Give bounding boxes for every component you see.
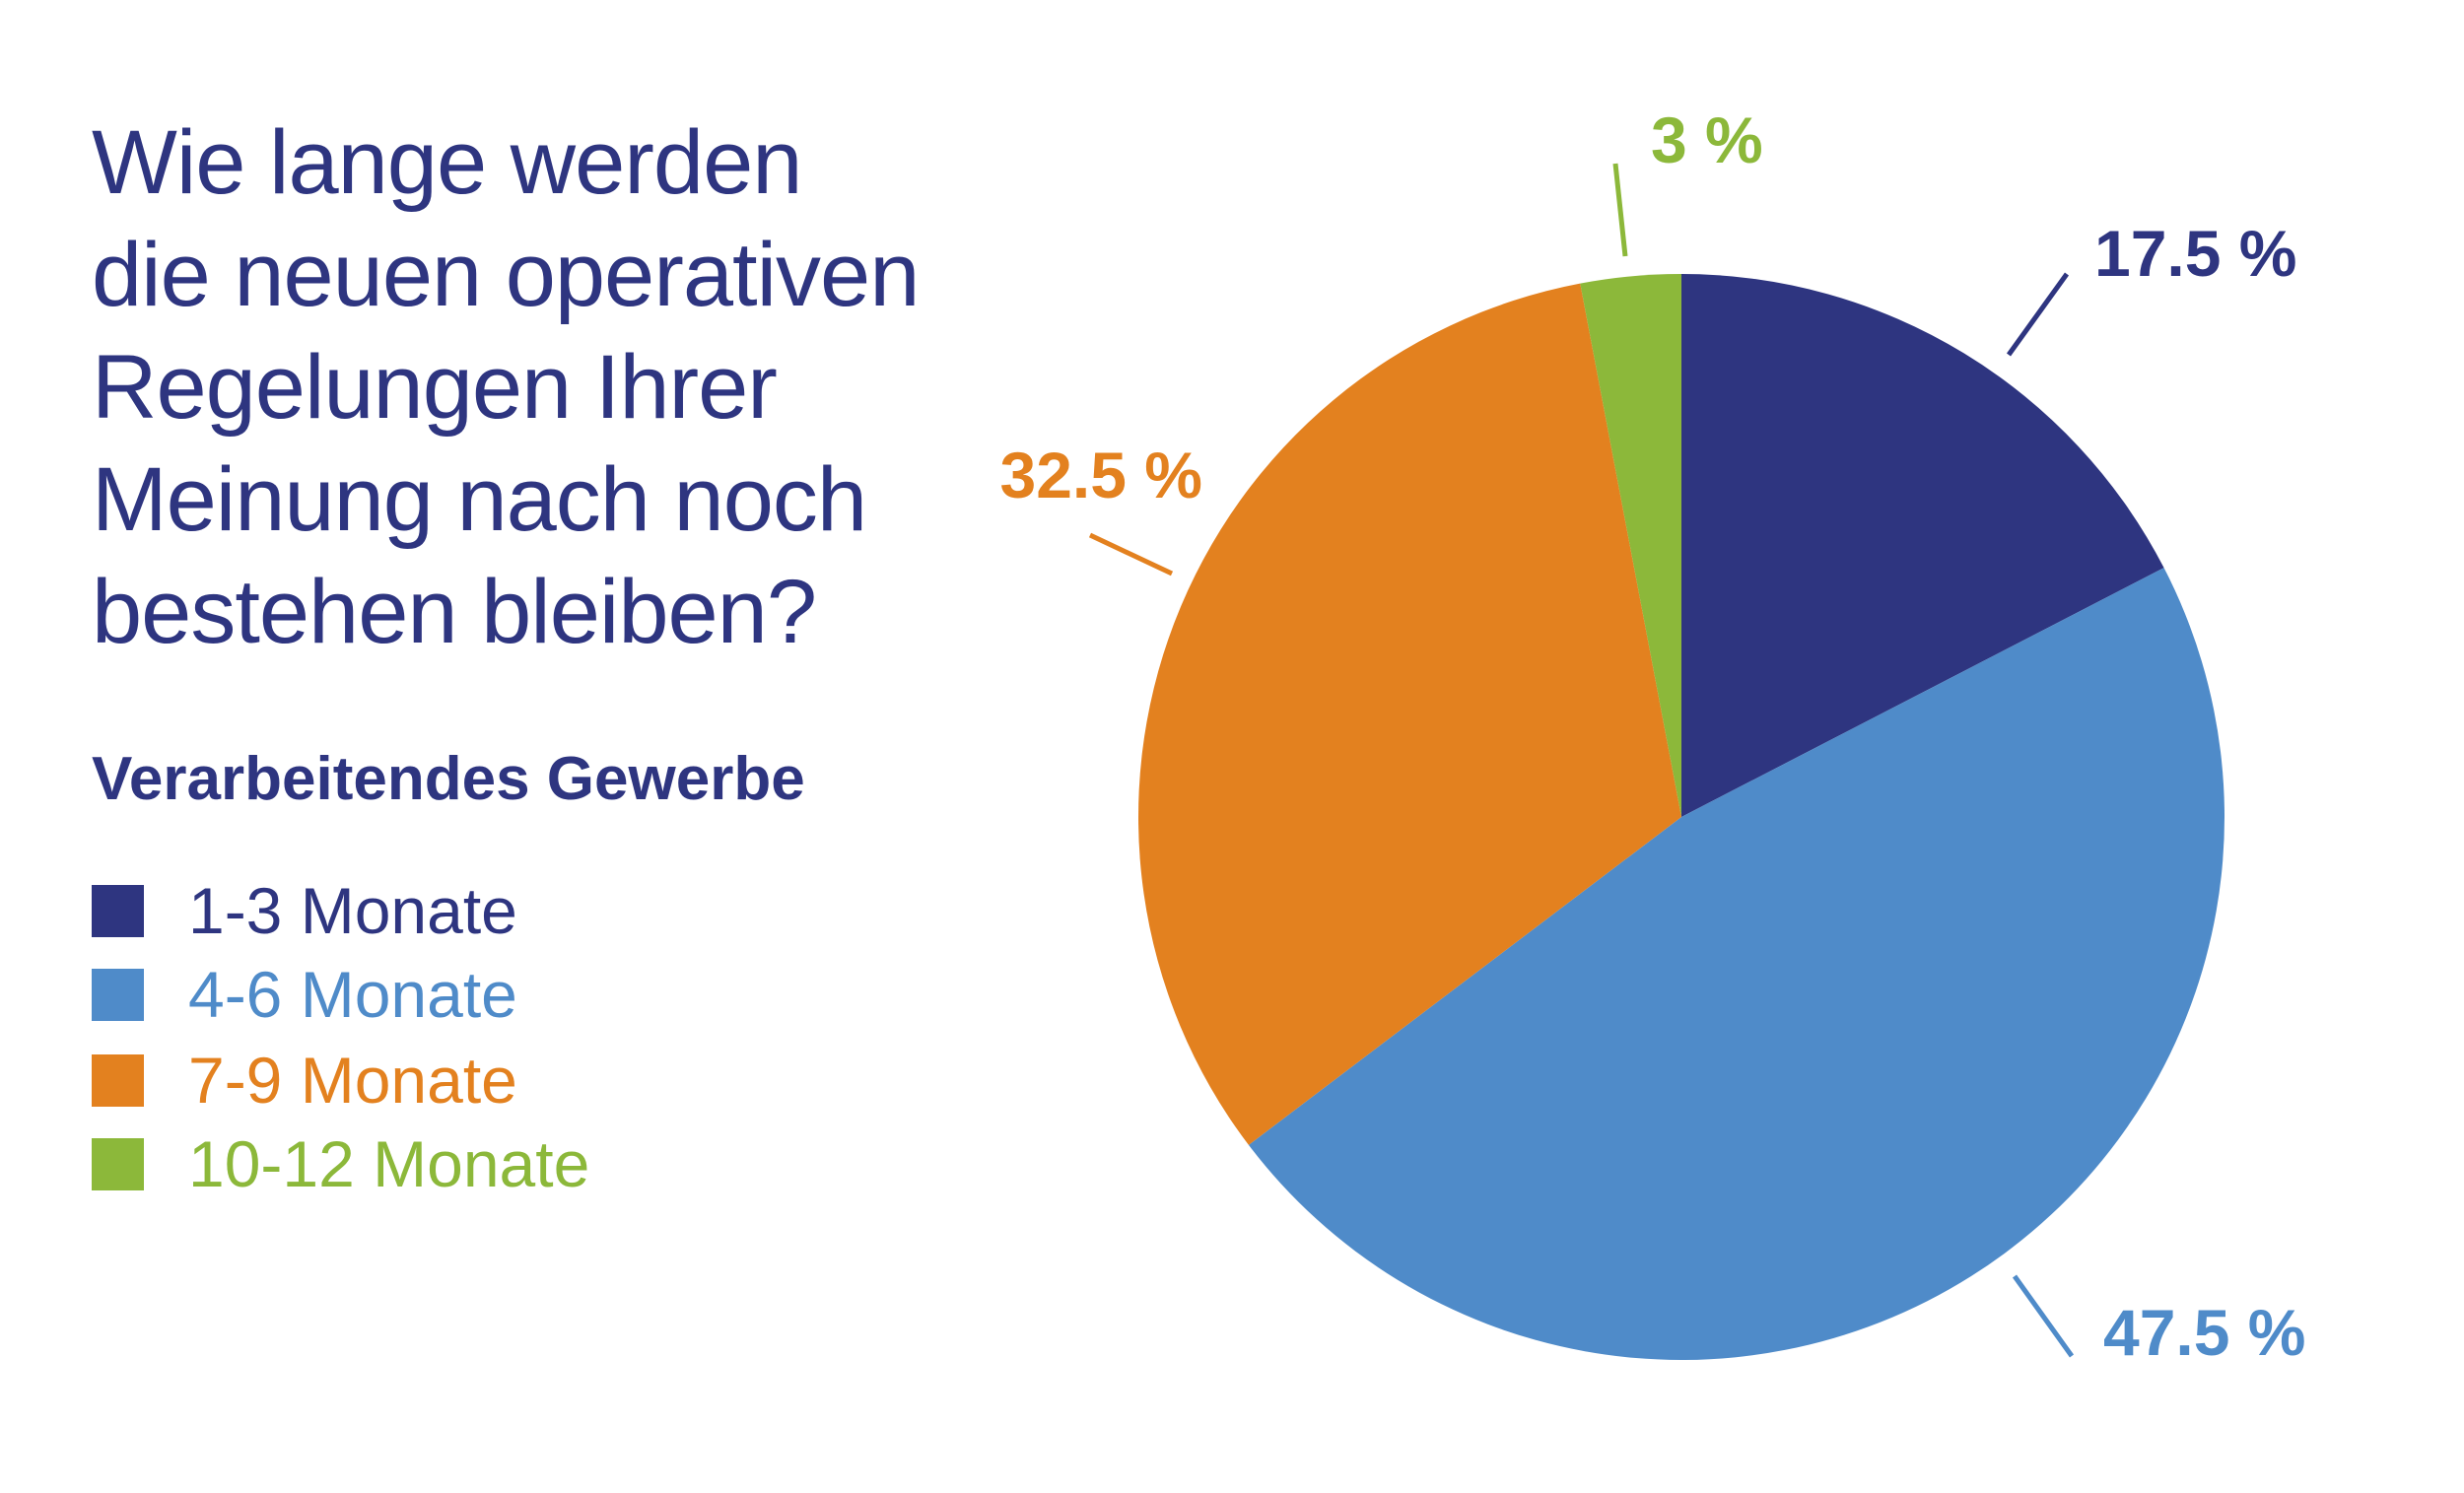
leader-line <box>1088 532 1174 577</box>
title-line: die neuen operativen <box>92 225 920 325</box>
pie-slice <box>1138 283 1681 1145</box>
legend-item: 10-12 Monate <box>92 1127 589 1200</box>
leader-line <box>1612 163 1628 257</box>
chart-subtitle: Verarbeitendes Gewerbe <box>92 745 805 813</box>
legend-item: 4-6 Monate <box>92 958 517 1031</box>
legend-label: 1-3 Monate <box>188 874 517 947</box>
pie-slice <box>1681 274 2164 817</box>
legend-swatch <box>92 884 144 937</box>
data-label: 3 % <box>1651 103 1763 176</box>
title-line: bestehen bleiben? <box>92 562 817 662</box>
legend-label: 4-6 Monate <box>188 958 517 1031</box>
legend-item: 1-3 Monate <box>92 874 517 947</box>
pie-slice <box>1580 274 1681 817</box>
data-label: 17.5 % <box>2094 217 2296 290</box>
legend-label: 7-9 Monate <box>188 1044 517 1117</box>
legend-label: 10-12 Monate <box>188 1127 590 1200</box>
title-line: Meinung nach noch <box>92 449 867 550</box>
data-label: 32.5 % <box>1000 439 1202 511</box>
title-line: Regelungen Ihrer <box>92 337 778 438</box>
leader-line <box>2012 1274 2075 1358</box>
chart-title: Wie lange werden die neuen operativen Re… <box>92 106 979 668</box>
legend-swatch <box>92 1053 144 1107</box>
data-label: 47.5 % <box>2103 1296 2305 1369</box>
leader-line <box>2006 272 2070 357</box>
legend-swatch <box>92 968 144 1021</box>
pie-slice <box>1248 568 2225 1361</box>
legend-item: 7-9 Monate <box>92 1044 517 1117</box>
title-line: Wie lange werden <box>92 112 802 213</box>
legend-swatch <box>92 1137 144 1190</box>
